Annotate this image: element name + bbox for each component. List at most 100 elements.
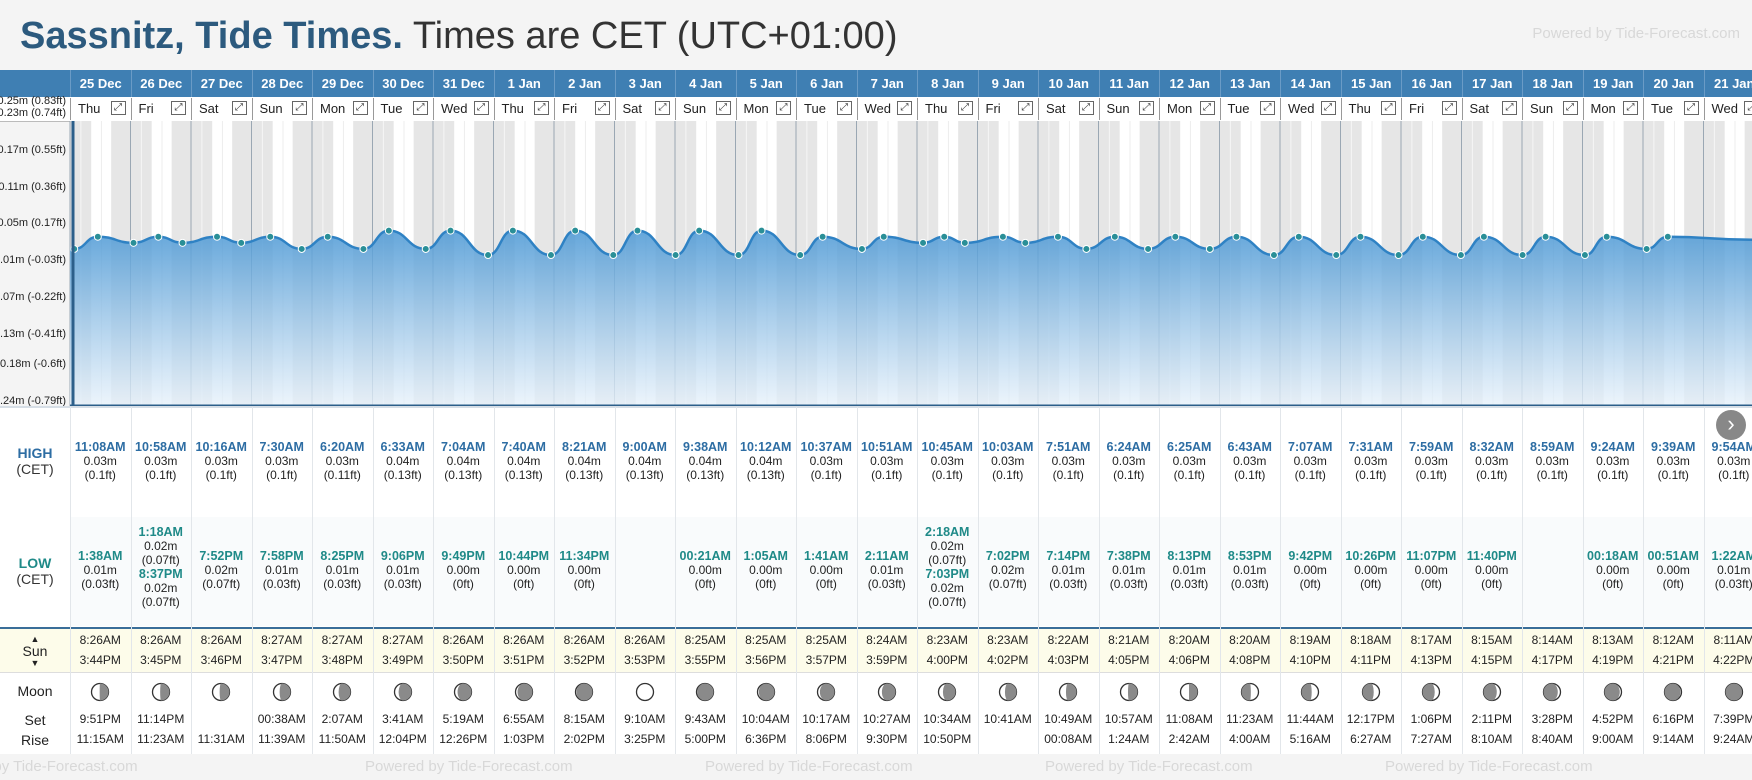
sunset-time: 3:57PM	[805, 653, 847, 667]
day-date: 17 Jan	[1461, 70, 1523, 97]
low-tide-height-m: 0.00m	[507, 563, 541, 577]
low-tide-height-ft: (0ft)	[1481, 577, 1503, 591]
high-tide-time: 10:58AM	[135, 440, 187, 454]
expand-day-icon[interactable]: ⤢	[655, 101, 670, 115]
high-tide-height-ft: (0.1ft)	[1597, 468, 1629, 482]
footer-watermark[interactable]: Powered by Tide-Forecast.com	[705, 758, 913, 775]
day-weekday: Sat ⤢	[1038, 98, 1099, 120]
expand-day-icon[interactable]: ⤢	[1502, 101, 1517, 115]
tide-point	[359, 244, 368, 253]
expand-day-icon[interactable]: ⤢	[1078, 101, 1094, 115]
weekday-label: Sat	[199, 101, 219, 116]
moon-phase-icon	[1482, 682, 1501, 702]
low-tide-height-m: 0.01m	[1717, 563, 1751, 577]
day-date: 10 Jan	[1038, 70, 1099, 97]
high-tide-cell: 11:08AM 0.03m (0.1ft)	[70, 440, 131, 482]
expand-day-icon[interactable]: ⤢	[1562, 101, 1578, 115]
column-divider	[493, 407, 495, 754]
sunset-time: 4:10PM	[1289, 653, 1331, 667]
moonset-label: Set	[24, 712, 46, 728]
expand-day-icon[interactable]: ⤢	[897, 101, 912, 115]
sunset-time: 4:02PM	[987, 653, 1029, 667]
moon-shadow	[1362, 683, 1374, 701]
sun-cell: 8:27AM 3:48PM	[312, 630, 373, 670]
expand-day-icon[interactable]: ⤢	[1018, 101, 1033, 115]
footer-watermark[interactable]: Powered by Tide-Forecast.com	[1045, 758, 1253, 775]
expand-day-icon[interactable]: ⤢	[715, 101, 731, 115]
moon-row	[0, 672, 1752, 755]
expand-day-icon[interactable]: ⤢	[1744, 101, 1752, 115]
expand-day-icon[interactable]: ⤢	[534, 101, 549, 115]
moon-phase-icon	[1180, 682, 1199, 702]
sun-cell: 8:26AM 3:51PM	[494, 630, 555, 670]
day-weekday: Tue ⤢	[796, 98, 857, 120]
footer-watermark[interactable]: Powered by Tide-Forecast.com	[0, 758, 138, 775]
moon-shadow	[338, 683, 351, 701]
tide-point	[508, 226, 517, 235]
high-tide-time: 6:20AM	[320, 440, 365, 454]
high-tide-height-m: 0.03m	[1354, 454, 1388, 468]
sun-label: Sun	[22, 643, 48, 659]
expand-day-icon[interactable]: ⤢	[957, 101, 973, 115]
powered-by-watermark[interactable]: Powered by Tide-Forecast.com	[1532, 25, 1740, 42]
expand-day-icon[interactable]: ⤢	[1683, 101, 1699, 115]
expand-day-icon[interactable]: ⤢	[1623, 101, 1638, 115]
sun-row-label[interactable]: ▲ Sun ▼	[0, 633, 70, 669]
low-tide-time: 8:25PM	[320, 549, 365, 563]
expand-day-icon[interactable]: ⤢	[1441, 101, 1457, 115]
tide-point	[1602, 232, 1611, 241]
page-title: Sassnitz, Tide Times. Times are CET (UTC…	[20, 8, 897, 64]
high-tide-time: 10:45AM	[921, 440, 973, 454]
high-tide-height-m: 0.03m	[1414, 454, 1448, 468]
moon-phase-icon	[1059, 682, 1078, 702]
high-tide-cell: 8:32AM 0.03m (0.1ft)	[1462, 440, 1523, 482]
next-arrow-button[interactable]: ›	[1716, 410, 1746, 440]
expand-day-icon[interactable]: ⤢	[836, 101, 852, 115]
expand-day-icon[interactable]: ⤢	[776, 101, 791, 115]
high-tide-time: 9:39AM	[1651, 440, 1696, 454]
moon-times-cell: 10:49AM 00:08AM	[1038, 709, 1099, 749]
low-tide-cell: 00:18AM 0.00m (0ft)	[1583, 549, 1644, 591]
footer-watermark[interactable]: Powered by Tide-Forecast.com	[365, 758, 573, 775]
high-tide-height-m: 0.03m	[1233, 454, 1267, 468]
low-tide-height-ft: (0.03ft)	[323, 577, 362, 591]
low-tide-height-m: 0.00m	[1475, 563, 1509, 577]
day-weekday: Wed ⤢	[856, 98, 918, 120]
timezone-note: Times are CET (UTC+01:00)	[412, 15, 898, 57]
footer-watermark[interactable]: Powered by Tide-Forecast.com	[1385, 758, 1593, 775]
expand-day-icon[interactable]: ⤢	[352, 101, 368, 115]
tide-point	[266, 232, 275, 241]
weekday-label: Mon	[320, 101, 346, 116]
moonrise-time: 8:06PM	[805, 732, 847, 746]
expand-day-icon[interactable]: ⤢	[473, 101, 489, 115]
high-tide-cell: 10:45AM 0.03m (0.1ft)	[917, 440, 978, 482]
expand-day-icon[interactable]: ⤢	[292, 101, 307, 115]
expand-day-icon[interactable]: ⤢	[413, 101, 428, 115]
low-tide-height-m: 0.00m	[688, 563, 722, 577]
high-tide-time: 7:31AM	[1348, 440, 1393, 454]
expand-day-icon[interactable]: ⤢	[1260, 101, 1275, 115]
expand-day-icon[interactable]: ⤢	[231, 101, 247, 115]
place-name: Sassnitz, Tide Times.	[20, 15, 403, 57]
expand-day-icon[interactable]: ⤢	[594, 101, 610, 115]
moonrise-time: 7:27AM	[1410, 732, 1452, 746]
day-date: 29 Dec	[312, 70, 373, 97]
high-tide-height-m: 0.03m	[1293, 454, 1327, 468]
tide-point	[1394, 251, 1403, 260]
expand-day-icon[interactable]: ⤢	[1320, 101, 1336, 115]
expand-day-icon[interactable]: ⤢	[110, 101, 126, 115]
tide-point	[178, 238, 187, 247]
sunrise-time: 8:21AM	[1108, 633, 1150, 647]
expand-day-icon[interactable]: ⤢	[1381, 101, 1396, 115]
high-tide-height-m: 0.03m	[1051, 454, 1085, 468]
low-tide-time: 7:14PM	[1046, 549, 1091, 563]
expand-day-icon[interactable]: ⤢	[1199, 101, 1215, 115]
expand-day-icon[interactable]: ⤢	[171, 101, 186, 115]
low-tide-time: 8:13PM	[1167, 549, 1212, 563]
sunset-time: 4:06PM	[1168, 653, 1210, 667]
high-tide-time: 10:03AM	[982, 440, 1034, 454]
moon-times-cell: 6:16PM 9:14AM	[1643, 709, 1704, 749]
tide-point	[93, 232, 102, 241]
moonset-time: 6:16PM	[1652, 712, 1694, 726]
expand-day-icon[interactable]: ⤢	[1139, 101, 1154, 115]
